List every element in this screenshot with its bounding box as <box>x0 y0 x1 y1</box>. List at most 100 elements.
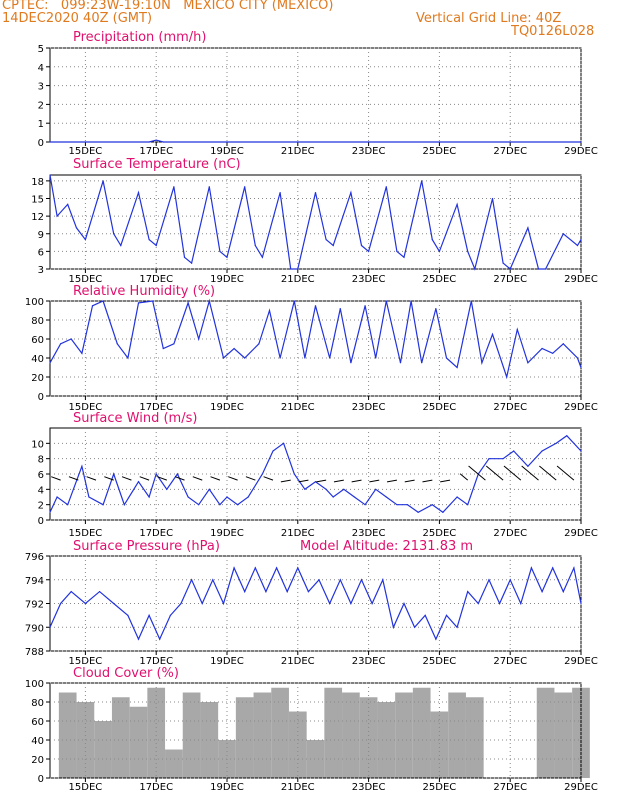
data-point <box>102 180 104 182</box>
data-point <box>325 239 327 241</box>
cloud-bar <box>288 711 307 778</box>
data-point <box>283 442 285 444</box>
data-point <box>371 602 373 605</box>
wind-arrow <box>468 465 486 481</box>
data-point <box>406 504 409 506</box>
run-code: TQ0126L028 <box>511 24 595 39</box>
x-tick-label: 29DEC <box>564 528 598 539</box>
data-point <box>562 591 564 593</box>
data-point <box>467 504 469 506</box>
data-point <box>307 591 310 593</box>
wind-arrow <box>210 476 221 481</box>
data-point <box>70 591 72 593</box>
panel-title: Surface Wind (m/s) <box>73 411 197 426</box>
y-tick-label: 2 <box>38 100 44 111</box>
data-point <box>49 511 51 513</box>
panel-title: Precipitation (mm/h) <box>73 30 206 45</box>
x-tick-label: 19DEC <box>210 402 244 413</box>
y-tick-label: 60 <box>31 335 44 346</box>
x-tick-label: 17DEC <box>139 782 173 793</box>
wind-arrow <box>422 479 433 483</box>
data-point <box>343 488 345 490</box>
data-point <box>137 192 140 194</box>
x-tick-label: 27DEC <box>493 146 527 157</box>
data-point <box>435 308 437 310</box>
wind-arrow <box>539 465 557 481</box>
wind-arrow <box>280 479 291 483</box>
data-point <box>56 215 58 217</box>
data-point <box>421 362 423 364</box>
data-point <box>84 239 86 241</box>
panel-frame <box>49 300 582 397</box>
data-point <box>183 256 186 258</box>
y-tick-label: 0 <box>38 138 44 149</box>
data-point <box>314 481 317 483</box>
x-tick-label: 15DEC <box>69 782 103 793</box>
x-tick-label: 23DEC <box>352 528 386 539</box>
cloud-bar <box>271 687 289 778</box>
cloud-bar <box>58 692 77 778</box>
data-point <box>509 579 511 581</box>
data-point <box>438 250 440 252</box>
data-point <box>456 496 458 498</box>
data-point <box>467 591 469 593</box>
data-point <box>102 504 104 506</box>
data-point <box>350 192 352 194</box>
data-point <box>576 244 579 247</box>
data-point <box>364 305 366 307</box>
data-point <box>91 305 94 307</box>
data-point <box>120 244 122 247</box>
wind-arrow <box>104 476 114 481</box>
data-point <box>254 244 256 247</box>
data-point <box>385 496 387 498</box>
panel-frame <box>49 555 582 652</box>
data-point <box>70 338 72 340</box>
cloud-bar <box>465 697 484 778</box>
data-point <box>127 357 129 359</box>
grid-note: Vertical Grid Line: 40Z <box>416 11 562 26</box>
data-point <box>67 203 69 205</box>
data-point <box>318 579 320 581</box>
panel-title: Surface Temperature (nC) <box>73 157 241 172</box>
data-point <box>527 227 529 229</box>
cloud-bar <box>253 692 272 778</box>
data-point <box>350 602 352 605</box>
y-tick-label: 3 <box>38 265 44 276</box>
data-point <box>49 141 51 143</box>
x-tick-label: 17DEC <box>139 274 173 285</box>
data-point <box>155 139 157 141</box>
panel-frame <box>49 427 582 521</box>
data-point <box>396 504 398 506</box>
data-point <box>208 186 210 188</box>
data-point <box>470 300 472 302</box>
data-point <box>155 473 157 475</box>
cloud-bar <box>111 697 130 778</box>
data-point <box>191 262 193 264</box>
data-point <box>226 256 228 258</box>
cloud-bar <box>165 749 183 778</box>
x-tick-label: 27DEC <box>493 528 527 539</box>
data-point <box>173 343 175 345</box>
wind-arrow <box>245 476 256 481</box>
data-point <box>84 602 86 605</box>
y-tick-label: 794 <box>25 576 44 587</box>
data-point <box>208 488 210 490</box>
data-point <box>137 481 140 483</box>
x-tick-label: 15DEC <box>69 528 103 539</box>
data-point <box>424 614 426 616</box>
data-point <box>477 602 479 605</box>
wind-arrow <box>174 476 185 481</box>
x-tick-label: 17DEC <box>139 146 173 157</box>
series-line <box>49 565 582 641</box>
data-point <box>169 614 171 616</box>
data-point <box>509 268 511 270</box>
x-tick-label: 21DEC <box>281 782 315 793</box>
wind-arrow <box>369 479 380 483</box>
data-point <box>265 591 267 593</box>
data-point <box>180 602 182 605</box>
data-point <box>244 186 246 188</box>
x-tick-label: 25DEC <box>423 656 457 667</box>
wind-arrow <box>139 476 150 481</box>
panel-3: Surface Wind (m/s) 15DEC 17DEC 19DEC 21DEC 23… <box>31 411 598 539</box>
data-point <box>293 300 295 302</box>
